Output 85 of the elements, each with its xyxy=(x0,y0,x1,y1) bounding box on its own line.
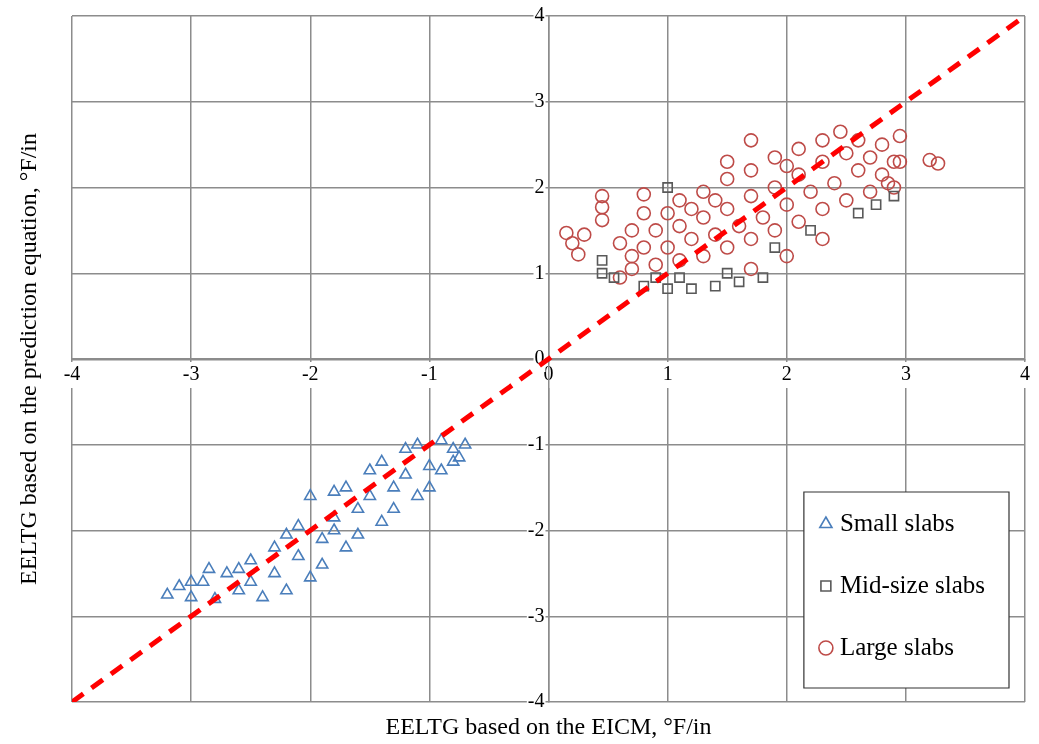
point xyxy=(399,441,412,454)
point xyxy=(339,540,353,552)
point xyxy=(387,501,401,514)
point xyxy=(674,272,685,283)
point xyxy=(327,523,341,535)
x-tick-label: 4 xyxy=(1020,362,1030,385)
point xyxy=(256,590,270,602)
point xyxy=(662,182,674,193)
point xyxy=(662,283,674,295)
point xyxy=(202,561,216,574)
x-tick-label: -1 xyxy=(421,362,438,385)
point xyxy=(805,224,816,236)
x-tick-label: -3 xyxy=(182,362,200,385)
point xyxy=(375,454,389,466)
point xyxy=(721,267,733,279)
point xyxy=(315,557,329,569)
point xyxy=(339,480,353,492)
point xyxy=(160,587,174,599)
point xyxy=(232,561,246,574)
point xyxy=(268,540,281,552)
point xyxy=(852,207,864,219)
point xyxy=(196,574,210,586)
point xyxy=(351,501,365,514)
point xyxy=(596,267,608,279)
y-tick-label: 2 xyxy=(534,174,545,197)
point xyxy=(870,199,882,211)
x-tick-label: -2 xyxy=(301,362,319,385)
point xyxy=(596,254,608,266)
point xyxy=(733,276,745,288)
point xyxy=(757,272,769,283)
y-tick-label: 4 xyxy=(534,3,545,26)
point xyxy=(638,280,650,292)
point xyxy=(363,488,377,501)
point xyxy=(291,518,305,531)
point xyxy=(422,480,436,492)
point xyxy=(184,590,198,602)
y-tick-label: -3 xyxy=(527,603,545,626)
point xyxy=(244,574,258,586)
point xyxy=(411,488,424,501)
point xyxy=(280,527,293,539)
legend-label: Large slabs xyxy=(839,632,954,660)
point xyxy=(184,574,198,586)
point xyxy=(303,570,317,582)
y-tick-label: 1 xyxy=(534,260,545,283)
y-axis-title: EELTG based on the prediction equation, °F/in xyxy=(15,133,42,585)
point xyxy=(399,467,412,479)
y-tick-label: -4 xyxy=(527,689,545,712)
point xyxy=(446,441,460,454)
point xyxy=(220,566,234,578)
point xyxy=(769,242,781,253)
point xyxy=(315,531,329,544)
x-tick-label: 1 xyxy=(662,362,673,385)
point xyxy=(244,553,258,565)
point xyxy=(327,484,341,496)
x-tick-label: 2 xyxy=(781,362,792,385)
point xyxy=(172,578,186,591)
point xyxy=(458,437,472,449)
point xyxy=(888,190,900,202)
point xyxy=(363,463,377,475)
x-tick-label: 3 xyxy=(900,362,911,385)
point xyxy=(303,488,317,501)
point xyxy=(650,272,662,283)
point xyxy=(709,280,721,292)
point xyxy=(446,454,460,466)
legend-label: Mid-size slabs xyxy=(839,570,986,598)
point xyxy=(411,437,424,449)
point xyxy=(434,463,448,475)
x-tick-label: -4 xyxy=(63,362,81,385)
point xyxy=(452,450,466,462)
point xyxy=(686,283,697,295)
y-tick-label: 3 xyxy=(534,89,545,111)
point xyxy=(268,566,281,578)
point xyxy=(291,548,305,561)
point xyxy=(608,272,620,283)
point xyxy=(351,527,365,539)
point xyxy=(422,458,436,471)
point xyxy=(434,433,448,445)
point xyxy=(280,583,293,595)
point xyxy=(232,583,246,595)
y-tick-label: -2 xyxy=(527,517,545,540)
point xyxy=(375,514,389,526)
y-tick-label: -1 xyxy=(527,432,545,454)
legend-label: Small slabs xyxy=(839,508,955,536)
x-axis-title: EELTG based on the EICM, °F/in xyxy=(385,713,712,740)
point xyxy=(387,480,401,492)
